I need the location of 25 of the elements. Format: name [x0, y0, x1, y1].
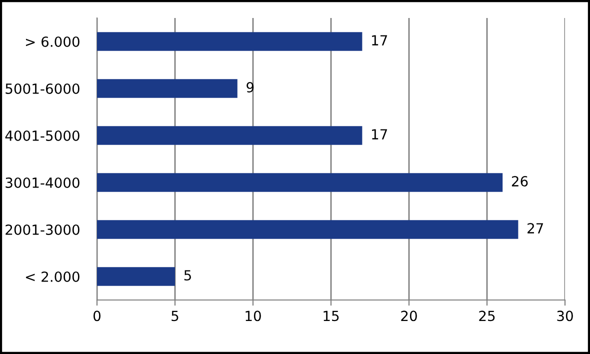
y-tick-label: 2001-3000 — [6, 224, 80, 235]
data-label: 17 — [372, 35, 388, 46]
bar — [97, 267, 175, 286]
data-label: 5 — [184, 270, 191, 281]
x-tick-label: 20 — [401, 310, 417, 322]
x-tick-label: 15 — [324, 310, 339, 322]
data-label: 27 — [528, 223, 544, 234]
bar — [97, 126, 362, 145]
y-tick-label: 4001-5000 — [5, 130, 80, 141]
bar — [97, 220, 518, 239]
y-tick-label: 3001-4000 — [6, 177, 80, 188]
data-label: 26 — [512, 176, 528, 187]
x-tick-label: 25 — [479, 310, 495, 322]
bar — [97, 79, 238, 98]
y-tick-label: > 6.000 — [26, 36, 80, 47]
y-tick-label: 5001-6000 — [6, 83, 80, 94]
x-tick-label: 5 — [172, 310, 178, 322]
bar — [97, 173, 503, 192]
data-label: 9 — [246, 82, 254, 93]
x-tick-label: 30 — [557, 310, 573, 322]
x-tick-label: 0 — [93, 310, 100, 322]
y-tick-label: < 2.000 — [26, 271, 80, 282]
x-tick-label: 10 — [246, 310, 261, 322]
bar — [97, 32, 362, 51]
data-label: 17 — [372, 129, 388, 140]
